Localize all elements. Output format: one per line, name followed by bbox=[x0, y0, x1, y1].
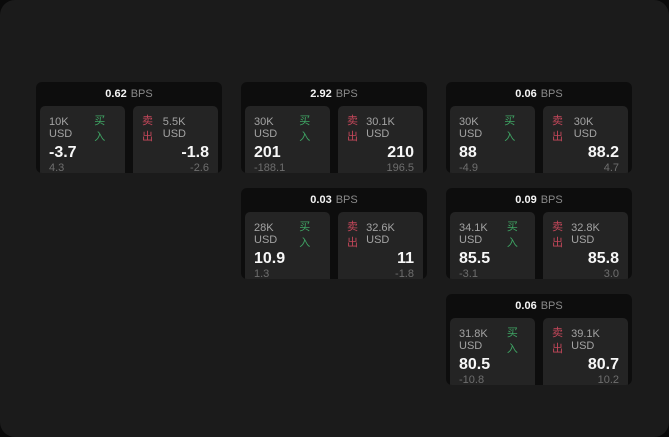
buy-sub-value: -4.9 bbox=[459, 162, 478, 173]
bps-spread-value: 0.06 bbox=[515, 88, 537, 100]
bps-unit-label: BPS bbox=[335, 194, 358, 206]
sell-panel[interactable]: 卖出 32.8K USD 85.8 3.0 bbox=[543, 212, 628, 279]
card-header: 0.06 BPS bbox=[446, 294, 632, 318]
bps-spread-value: 0.06 bbox=[515, 300, 537, 312]
buy-panel[interactable]: 30K USD 买入 88 -4.9 bbox=[450, 106, 535, 173]
sell-side-label: 卖出 bbox=[552, 327, 563, 355]
buy-sell-panels: 30K USD 买入 88 -4.9 卖出 30K USD 88.2 4.7 bbox=[446, 106, 632, 173]
sell-side-label: 卖出 bbox=[142, 115, 153, 143]
quote-card: 0.62 BPS 10K USD 买入 -3.7 4.3 卖出 5.5K USD bbox=[36, 82, 222, 173]
sell-sub-value: -2.6 bbox=[190, 162, 209, 173]
bps-unit-label: BPS bbox=[335, 88, 358, 100]
sell-amount: 32.6K USD bbox=[366, 222, 395, 246]
buy-amount: 30K USD bbox=[459, 116, 483, 140]
sell-price: 210 bbox=[387, 144, 414, 161]
card-header: 2.92 BPS bbox=[241, 82, 427, 106]
buy-panel[interactable]: 31.8K USD 买入 80.5 -10.8 bbox=[450, 318, 535, 385]
buy-sub-value: 1.3 bbox=[254, 268, 270, 279]
buy-sell-panels: 28K USD 买入 10.9 1.3 卖出 32.6K USD 11 -1.8 bbox=[241, 212, 427, 279]
sell-panel[interactable]: 卖出 39.1K USD 80.7 10.2 bbox=[543, 318, 628, 385]
buy-sell-panels: 34.1K USD 买入 85.5 -3.1 卖出 32.8K USD 85.8… bbox=[446, 212, 632, 279]
quote-card: 2.92 BPS 30K USD 买入 201 -188.1 卖出 30.1K … bbox=[241, 82, 427, 173]
sell-sub-value: 3.0 bbox=[603, 268, 619, 279]
sell-sub-value: 10.2 bbox=[597, 374, 619, 385]
buy-amount: 10K USD bbox=[49, 116, 73, 140]
sell-price: 80.7 bbox=[587, 356, 619, 373]
card-header: 0.03 BPS bbox=[241, 188, 427, 212]
buy-sell-panels: 10K USD 买入 -3.7 4.3 卖出 5.5K USD -1.8 -2.… bbox=[36, 106, 222, 173]
sell-amount: 5.5K USD bbox=[162, 116, 187, 140]
buy-panel[interactable]: 34.1K USD 买入 85.5 -3.1 bbox=[450, 212, 535, 279]
quote-cards-grid: 0.62 BPS 10K USD 买入 -3.7 4.3 卖出 5.5K USD bbox=[36, 82, 632, 385]
sell-sub-value: 4.7 bbox=[603, 162, 619, 173]
buy-sell-panels: 30K USD 买入 201 -188.1 卖出 30.1K USD 210 1… bbox=[241, 106, 427, 173]
card-header: 0.62 BPS bbox=[36, 82, 222, 106]
sell-price: 88.2 bbox=[587, 144, 619, 161]
buy-sub-value: 4.3 bbox=[49, 162, 65, 173]
bps-spread-value: 0.03 bbox=[310, 194, 332, 206]
bps-unit-label: BPS bbox=[540, 300, 563, 312]
sell-amount: 39.1K USD bbox=[571, 328, 600, 352]
quote-card: 0.09 BPS 34.1K USD 买入 85.5 -3.1 卖出 32.8K… bbox=[446, 188, 632, 279]
sell-panel[interactable]: 卖出 32.6K USD 11 -1.8 bbox=[338, 212, 423, 279]
buy-price: 80.5 bbox=[459, 356, 491, 373]
quote-card: 0.06 BPS 31.8K USD 买入 80.5 -10.8 卖出 39.1… bbox=[446, 294, 632, 385]
buy-side-label: 买入 bbox=[299, 115, 311, 143]
buy-panel[interactable]: 30K USD 买入 201 -188.1 bbox=[245, 106, 330, 173]
bps-spread-value: 0.09 bbox=[515, 194, 537, 206]
sell-price: 11 bbox=[397, 250, 414, 267]
sell-amount: 32.8K USD bbox=[571, 222, 600, 246]
buy-sub-value: -188.1 bbox=[254, 162, 286, 173]
sell-side-label: 卖出 bbox=[347, 221, 358, 249]
sell-amount: 30.1K USD bbox=[366, 116, 395, 140]
sell-sub-value: -1.8 bbox=[395, 268, 414, 279]
buy-amount: 31.8K USD bbox=[459, 328, 488, 352]
quote-card: 0.06 BPS 30K USD 买入 88 -4.9 卖出 30K USD bbox=[446, 82, 632, 173]
buy-sub-value: -10.8 bbox=[459, 374, 485, 385]
buy-amount: 34.1K USD bbox=[459, 222, 488, 246]
card-header: 0.06 BPS bbox=[446, 82, 632, 106]
sell-price: 85.8 bbox=[587, 250, 619, 267]
card-header: 0.09 BPS bbox=[446, 188, 632, 212]
buy-sell-panels: 31.8K USD 买入 80.5 -10.8 卖出 39.1K USD 80.… bbox=[446, 318, 632, 385]
buy-side-label: 买入 bbox=[504, 115, 516, 143]
sell-price: -1.8 bbox=[181, 144, 209, 161]
sell-panel[interactable]: 卖出 5.5K USD -1.8 -2.6 bbox=[133, 106, 218, 173]
bps-unit-label: BPS bbox=[130, 88, 153, 100]
sell-panel[interactable]: 卖出 30K USD 88.2 4.7 bbox=[543, 106, 628, 173]
sell-side-label: 卖出 bbox=[552, 115, 563, 143]
buy-price: -3.7 bbox=[49, 144, 77, 161]
sell-sub-value: 196.5 bbox=[386, 162, 414, 173]
buy-price: 85.5 bbox=[459, 250, 491, 267]
quote-card: 0.03 BPS 28K USD 买入 10.9 1.3 卖出 32.6K US… bbox=[241, 188, 427, 279]
buy-amount: 28K USD bbox=[254, 222, 278, 246]
buy-sub-value: -3.1 bbox=[459, 268, 478, 279]
buy-price: 201 bbox=[254, 144, 281, 161]
bps-unit-label: BPS bbox=[540, 88, 563, 100]
sell-amount: 30K USD bbox=[573, 116, 597, 140]
sell-side-label: 卖出 bbox=[347, 115, 358, 143]
sell-side-label: 卖出 bbox=[552, 221, 563, 249]
buy-price: 88 bbox=[459, 144, 477, 161]
bps-spread-value: 2.92 bbox=[310, 88, 332, 100]
buy-side-label: 买入 bbox=[94, 115, 106, 143]
bps-spread-value: 0.62 bbox=[105, 88, 127, 100]
buy-amount: 30K USD bbox=[254, 116, 278, 140]
sell-panel[interactable]: 卖出 30.1K USD 210 196.5 bbox=[338, 106, 423, 173]
bps-unit-label: BPS bbox=[540, 194, 563, 206]
buy-side-label: 买入 bbox=[299, 221, 311, 249]
buy-panel[interactable]: 10K USD 买入 -3.7 4.3 bbox=[40, 106, 125, 173]
buy-price: 10.9 bbox=[254, 250, 286, 267]
buy-side-label: 买入 bbox=[506, 221, 518, 249]
buy-panel[interactable]: 28K USD 买入 10.9 1.3 bbox=[245, 212, 330, 279]
buy-side-label: 买入 bbox=[506, 327, 518, 355]
